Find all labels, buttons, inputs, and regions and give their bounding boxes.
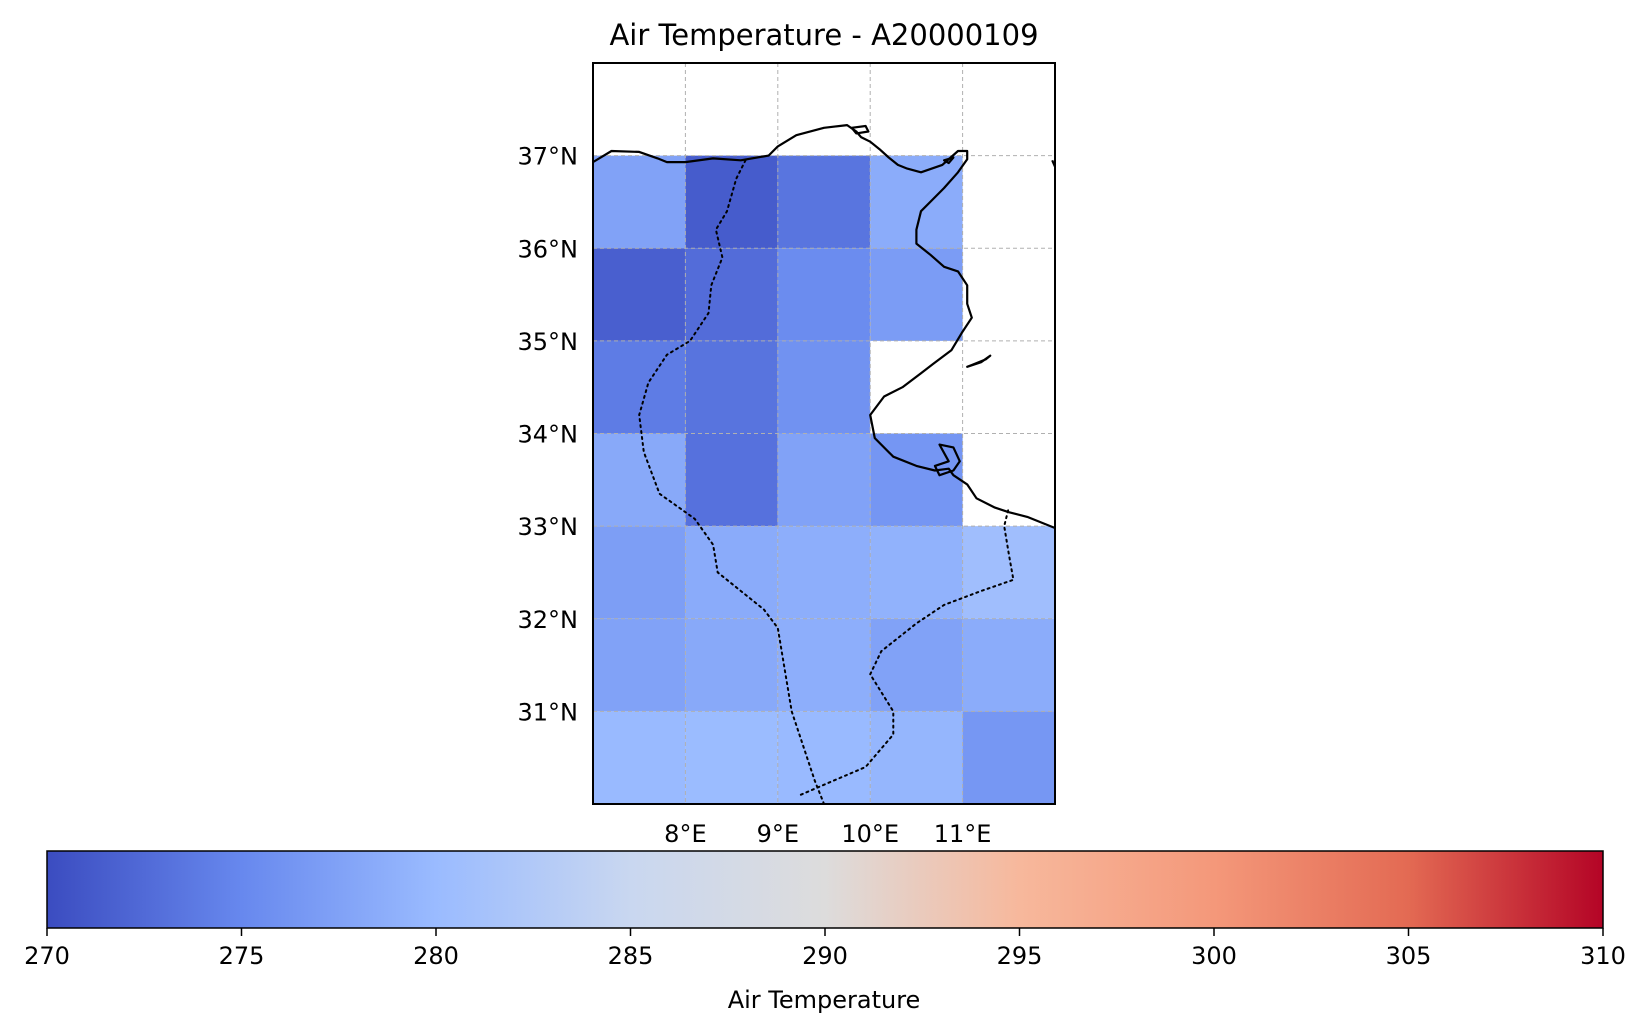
island-outline [850, 124, 870, 135]
heatmap-cell [685, 526, 778, 619]
latitude-tick-label: 33°N [518, 513, 579, 541]
island-outline [942, 156, 955, 165]
heatmap-cell [962, 526, 1055, 619]
colorbar: 270 275 280 285 290 295 300 305 310 Air Temperat… [24, 850, 1626, 1014]
heatmap-cell [593, 248, 686, 341]
map-panel: 31°N 32°N 33°N 34°N 35°N 36°N 37°N 8°E 9°E 10°E 1… [518, 62, 1056, 848]
heatmap-cell [777, 340, 871, 434]
latitude-tick-label: 31°N [518, 698, 579, 726]
map-gridlines [593, 63, 1055, 804]
longitude-tick-label: 8°E [664, 820, 706, 848]
island-outline [966, 354, 992, 368]
heatmap-cell [593, 711, 686, 804]
heatmap-cell [870, 248, 963, 341]
latitude-tick-label: 34°N [518, 421, 579, 449]
border-algeria-tunisia [638, 159, 825, 804]
colorbar-ticks: 270 275 280 285 290 295 300 305 310 [24, 928, 1626, 970]
latitude-labels: 31°N 32°N 33°N 34°N 35°N 36°N 37°N [518, 143, 579, 727]
heatmap-cell [777, 248, 871, 341]
heatmap-cell [777, 433, 871, 527]
island-outline [933, 443, 961, 477]
colorbar-tick-label: 290 [802, 942, 848, 970]
longitude-tick-label: 10°E [841, 820, 899, 848]
heatmap-cell [685, 433, 778, 527]
longitude-tick-label: 9°E [757, 820, 799, 848]
heatmap-cell [962, 711, 1055, 804]
heatmap-cell [777, 618, 871, 712]
heatmap-cell [593, 433, 686, 527]
heatmap-cell [593, 526, 686, 619]
colorbar-label: Air Temperature [728, 986, 921, 1014]
latitude-tick-label: 35°N [518, 328, 579, 356]
heatmap-cell [870, 618, 963, 712]
heatmap-cell [685, 711, 778, 804]
heatmap-cell [593, 155, 686, 249]
latitude-tick-label: 32°N [518, 606, 579, 634]
colorbar-tick-label: 300 [1191, 942, 1237, 970]
chart-title: Air Temperature - A20000109 [609, 18, 1038, 52]
longitude-tick-label: 11°E [934, 820, 992, 848]
heatmap-cell [962, 618, 1055, 712]
heatmap-cell [685, 618, 778, 712]
heatmap-cell [870, 526, 963, 619]
heatmap-cell [685, 155, 778, 249]
colorbar-gradient [46, 850, 1604, 929]
heatmap-cell [685, 248, 778, 341]
colorbar-tick-label: 305 [1386, 942, 1432, 970]
coastline [593, 123, 1055, 530]
colorbar-tick-label: 295 [997, 942, 1043, 970]
heatmap-cell [593, 340, 686, 434]
longitude-labels: 8°E 9°E 10°E 11°E [664, 820, 991, 848]
map-frame [592, 62, 1056, 805]
colorbar-tick-label: 275 [219, 942, 265, 970]
heatmap-cell [685, 340, 778, 434]
heatmap-cell [777, 155, 871, 249]
heatmap-cells [593, 155, 1055, 804]
colorbar-tick-label: 270 [24, 942, 70, 970]
colorbar-tick-label: 285 [608, 942, 654, 970]
colorbar-tick-label: 280 [413, 942, 459, 970]
heatmap-cell [777, 711, 871, 804]
heatmap-cell [870, 711, 963, 804]
latitude-tick-label: 37°N [518, 143, 579, 171]
border-libya-tunisia [799, 506, 1015, 796]
heatmap-cell [593, 618, 686, 712]
heatmap-cell [777, 526, 871, 619]
latitude-tick-label: 36°N [518, 235, 579, 263]
colorbar-tick-label: 310 [1580, 942, 1626, 970]
